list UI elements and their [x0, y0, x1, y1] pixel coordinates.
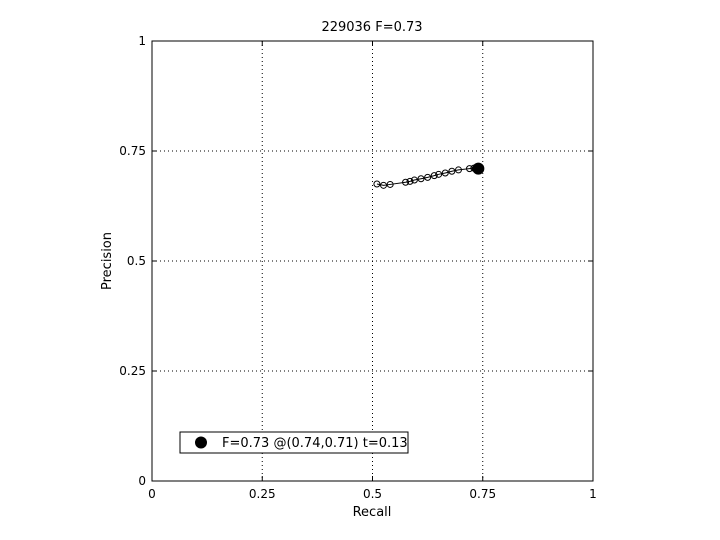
data-point — [435, 170, 443, 178]
data-point — [430, 172, 438, 180]
data-point — [402, 178, 410, 186]
data-point — [373, 180, 381, 188]
data-point — [410, 176, 418, 184]
x-tick-label: 0.25 — [249, 487, 276, 501]
y-tick-label: 0 — [138, 474, 146, 488]
x-tick-label: 0 — [148, 487, 156, 501]
best-f-point — [472, 162, 485, 175]
y-tick-label: 0.75 — [119, 144, 146, 158]
legend: F=0.73 @(0.74,0.71) t=0.13 — [179, 431, 409, 454]
x-tick-label: 0.5 — [363, 487, 382, 501]
legend-box — [179, 431, 409, 454]
data-point — [406, 177, 414, 185]
data-point — [424, 173, 432, 181]
x-axis-title: Recall — [353, 505, 392, 520]
x-tick-label: 0.75 — [469, 487, 496, 501]
series-curve — [373, 162, 485, 189]
y-axis-title: Precision — [100, 232, 115, 290]
y-tick-label: 0.5 — [127, 254, 146, 268]
chart-title: 229036 F=0.73 — [321, 20, 422, 35]
data-point — [454, 166, 462, 174]
data-point — [441, 169, 449, 177]
grid-lines — [152, 41, 593, 481]
legend-entry-text: F=0.73 @(0.74,0.71) t=0.13 — [222, 436, 408, 451]
data-point — [417, 175, 425, 183]
legend-marker — [195, 436, 207, 449]
x-tick-label: 1 — [589, 487, 597, 501]
y-tick-label: 1 — [138, 34, 146, 48]
data-point — [380, 181, 388, 189]
data-point — [386, 180, 394, 188]
axis-ticks: 0 0.25 0.5 0.75 1 0 0.25 0.5 0.75 1 — [119, 34, 597, 501]
data-point — [448, 167, 456, 175]
y-tick-label: 0.25 — [119, 364, 146, 378]
